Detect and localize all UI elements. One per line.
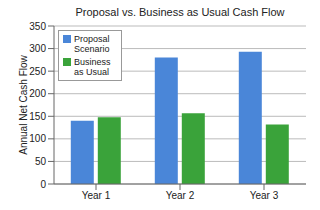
svg-text:0: 0 [40,179,46,190]
html-text:Business as Usual: Business as Usual [74,57,111,77]
svg-text:300: 300 [29,43,46,54]
svg-text:250: 250 [29,66,46,77]
svg-text:50: 50 [35,156,47,167]
html-text:Proposal Scenario: Proposal Scenario [74,34,110,54]
svg-text:150: 150 [29,111,46,122]
svg-text:Annual Net Cash Flow: Annual Net Cash Flow [18,54,29,154]
html-text:Proposal vs. Business as Usual: Proposal vs. Business as Usual Cash Flow [75,6,285,18]
svg-text:Year 2: Year 2 [166,190,195,201]
svg-text:100: 100 [29,133,46,144]
svg-text:Year 3: Year 3 [250,190,279,201]
svg-text:Year 1: Year 1 [82,190,111,201]
svg-text:350: 350 [29,21,46,32]
svg-text:200: 200 [29,88,46,99]
